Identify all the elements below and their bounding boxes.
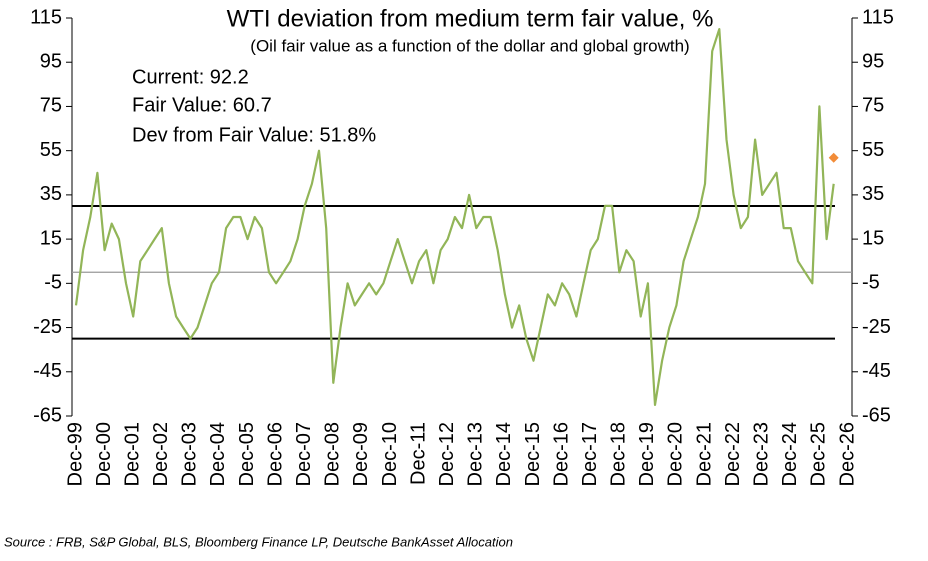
y2-tick-label: 55 [862, 139, 884, 161]
x-tick-label: Dec-03 [179, 422, 201, 486]
y-tick-label: -65 [33, 404, 62, 426]
y-tick-label: 75 [40, 95, 62, 117]
x-tick-label: Dec-17 [579, 422, 601, 486]
x-tick-label: Dec-18 [608, 422, 630, 486]
y-tick-label: 35 [40, 183, 62, 205]
x-tick-label: Dec-10 [379, 422, 401, 486]
x-tick-label: Dec-04 [207, 422, 229, 486]
x-tick-label: Dec-24 [779, 422, 801, 486]
y2-tick-label: 15 [862, 227, 884, 249]
y2-tick-label: -65 [862, 404, 891, 426]
chart-subtitle: (Oil fair value as a function of the dol… [250, 36, 689, 55]
annotation: Current: 92.2 [132, 66, 249, 88]
x-tick-label: Dec-00 [93, 422, 115, 486]
chart-title: WTI deviation from medium term fair valu… [227, 5, 714, 32]
y-tick-label: 15 [40, 227, 62, 249]
x-tick-label: Dec-23 [751, 422, 773, 486]
source: Source : FRB, S&P Global, BLS, Bloomberg… [4, 534, 513, 549]
current-marker [828, 152, 839, 163]
y2-tick-label: 35 [862, 183, 884, 205]
y-tick-label: 95 [40, 51, 62, 73]
y2-tick-label: 95 [862, 51, 884, 73]
y2-tick-label: -25 [862, 316, 891, 338]
x-tick-label: Dec-26 [836, 422, 858, 486]
x-tick-label: Dec-15 [522, 422, 544, 486]
x-tick-label: Dec-21 [693, 422, 715, 486]
x-tick-label: Dec-99 [64, 422, 86, 486]
x-tick-label: Dec-05 [236, 422, 258, 486]
x-tick-label: Dec-22 [722, 422, 744, 486]
y2-tick-label: 115 [862, 6, 894, 28]
annotation: Fair Value: 60.7 [132, 94, 272, 116]
x-tick-label: Dec-01 [121, 422, 143, 486]
x-tick-label: Dec-12 [436, 422, 458, 486]
data-line [74, 28, 835, 406]
x-tick-label: Dec-06 [264, 422, 286, 486]
y-tick-label: -25 [33, 316, 62, 338]
x-tick-label: Dec-11 [407, 422, 429, 485]
y-tick-label: -5 [44, 272, 62, 294]
y2-tick-label: -45 [862, 360, 891, 382]
y-tick-label: 55 [40, 139, 62, 161]
x-tick-label: Dec-16 [550, 422, 572, 486]
x-tick-label: Dec-19 [636, 422, 658, 486]
x-tick-label: Dec-20 [665, 422, 687, 486]
y-tick-label: 115 [30, 6, 62, 28]
y2-tick-label: 75 [862, 95, 884, 117]
x-tick-label: Dec-08 [322, 422, 344, 486]
y2-tick-label: -5 [862, 272, 880, 294]
y-tick-label: -45 [33, 360, 62, 382]
x-tick-label: Dec-25 [808, 422, 830, 486]
x-tick-label: Dec-14 [493, 422, 515, 486]
annotation: Dev from Fair Value: 51.8% [132, 124, 376, 146]
x-tick-label: Dec-09 [350, 422, 372, 486]
x-tick-label: Dec-02 [150, 422, 172, 486]
x-tick-label: Dec-07 [293, 422, 315, 486]
x-tick-label: Dec-13 [465, 422, 487, 486]
